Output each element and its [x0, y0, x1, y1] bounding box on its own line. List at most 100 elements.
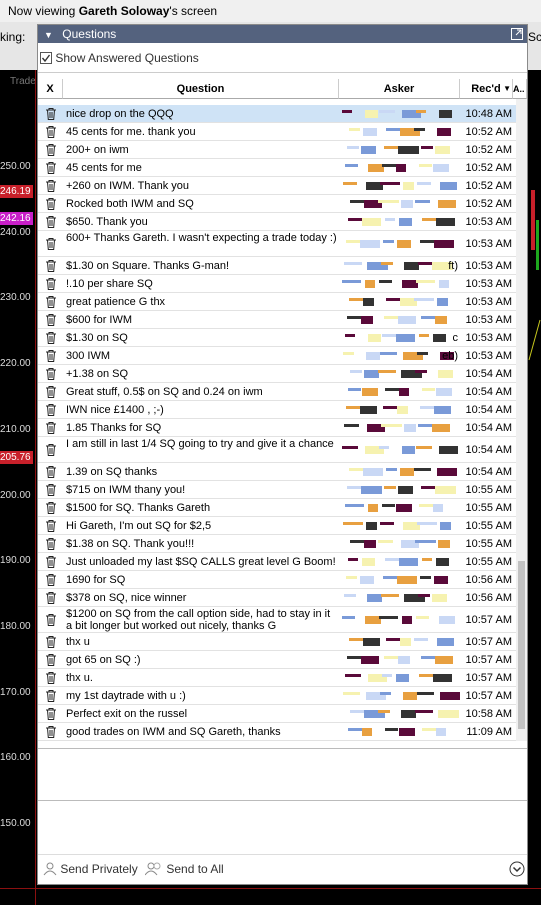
question-row[interactable]: 300 IWM eb) 10:53 AM	[38, 347, 516, 365]
trash	[46, 350, 56, 362]
panel-title-bar[interactable]: ▼ Questions	[38, 25, 527, 43]
question-row[interactable]: $1200 on SQ from the call option side, h…	[38, 607, 516, 633]
delete-icon[interactable]	[46, 144, 56, 159]
delete-icon[interactable]	[46, 404, 56, 419]
question-row[interactable]: Perfect exit on the russel 10:58 AM	[38, 705, 516, 723]
delete-icon[interactable]	[46, 614, 56, 629]
column-header[interactable]: Rec'd ▼	[460, 79, 513, 99]
question-row[interactable]: !.10 per share SQ 10:53 AM	[38, 275, 516, 293]
redaction	[378, 200, 399, 203]
question-row[interactable]: Rocked both IWM and SQ 10:52 AM	[38, 195, 516, 213]
checkbox[interactable]	[40, 52, 52, 64]
question-row[interactable]: +1.38 on SQ 10:54 AM	[38, 365, 516, 383]
question-row[interactable]: Just unloaded my last $SQ CALLS great le…	[38, 553, 516, 571]
question-text: $1500 for SQ. Thanks Gareth	[66, 502, 211, 514]
question-row[interactable]: I am still in last 1/4 SQ going to try a…	[38, 437, 516, 463]
delete-icon[interactable]	[46, 350, 56, 365]
delete-icon[interactable]	[46, 592, 56, 607]
redaction	[414, 468, 431, 471]
delete-icon[interactable]	[46, 180, 56, 195]
redaction	[384, 316, 399, 319]
delete-icon[interactable]	[46, 368, 56, 383]
received-time: 10:48 AM	[465, 108, 512, 120]
delete-icon[interactable]	[46, 538, 56, 553]
question-row[interactable]: $715 on IWM thany you! 10:55 AM	[38, 481, 516, 499]
delete-icon[interactable]	[46, 386, 56, 401]
question-row[interactable]: $378 on SQ, nice winner 10:56 AM	[38, 589, 516, 607]
question-row[interactable]: 1690 for SQ 10:56 AM	[38, 571, 516, 589]
question-row[interactable]: Hi Gareth, I'm out SQ for $2,5 10:55 AM	[38, 517, 516, 535]
delete-icon[interactable]	[46, 466, 56, 481]
delete-icon[interactable]	[46, 314, 56, 329]
delete-icon[interactable]	[46, 108, 56, 123]
popout-icon[interactable]	[511, 28, 523, 40]
question-row[interactable]: great patience G thx 10:53 AM	[38, 293, 516, 311]
redaction	[420, 576, 431, 579]
redaction	[438, 710, 459, 718]
delete-icon[interactable]	[46, 216, 56, 231]
question-row[interactable]: good trades on IWM and SQ Gareth, thanks…	[38, 723, 516, 741]
question-row[interactable]: got 65 on SQ :) 10:57 AM	[38, 651, 516, 669]
question-row[interactable]: Great stuff, 0.5$ on SQ and 0.24 on iwm 1…	[38, 383, 516, 401]
delete-icon[interactable]	[46, 654, 56, 669]
question-row[interactable]: 45 cents for me 10:52 AM	[38, 159, 516, 177]
delete-icon[interactable]	[46, 556, 56, 571]
send-to-all[interactable]: Send to All	[144, 862, 224, 876]
delete-icon[interactable]	[46, 162, 56, 177]
delete-icon[interactable]	[46, 636, 56, 651]
delete-icon[interactable]	[46, 238, 56, 253]
question-row[interactable]: thx u. 10:57 AM	[38, 669, 516, 687]
question-row[interactable]: $1.38 on SQ. Thank you!!! 10:55 AM	[38, 535, 516, 553]
question-row[interactable]: $1.30 on SQ c 10:53 AM	[38, 329, 516, 347]
delete-icon[interactable]	[46, 672, 56, 687]
options-button[interactable]	[509, 861, 525, 877]
show-answered[interactable]: Show Answered Questions	[40, 51, 199, 65]
question-row[interactable]: 200+ on iwm 10:52 AM	[38, 141, 516, 159]
scroll-thumb[interactable]	[518, 561, 525, 729]
send-privately[interactable]: Send Privately	[43, 862, 138, 876]
delete-icon[interactable]	[46, 278, 56, 293]
redaction	[417, 352, 428, 355]
delete-icon[interactable]	[46, 708, 56, 723]
column-header[interactable]: Asker	[339, 79, 460, 99]
question-row[interactable]: 1.39 on SQ thanks 10:54 AM	[38, 463, 516, 481]
delete-icon[interactable]	[46, 198, 56, 213]
redaction	[386, 638, 406, 641]
delete-icon[interactable]	[46, 574, 56, 589]
question-row[interactable]: 45 cents for me. thank you 10:52 AM	[38, 123, 516, 141]
question-row[interactable]: my 1st daytrade with u :) 10:57 AM	[38, 687, 516, 705]
redaction	[344, 262, 362, 265]
redaction	[385, 218, 395, 221]
delete-icon[interactable]	[46, 444, 56, 459]
delete-icon[interactable]	[46, 502, 56, 517]
question-row[interactable]: IWN nice £1400 , ;-) 10:54 AM	[38, 401, 516, 419]
question-row[interactable]: thx u 10:57 AM	[38, 633, 516, 651]
redaction	[398, 656, 410, 664]
delete-icon[interactable]	[46, 332, 56, 347]
redaction	[433, 164, 449, 172]
scrollbar[interactable]	[516, 99, 527, 741]
question-row[interactable]: $1.30 on Square. Thanks G-man! ft) 10:53 A…	[38, 257, 516, 275]
question-row[interactable]: +260 on IWM. Thank you 10:52 AM	[38, 177, 516, 195]
delete-icon[interactable]	[46, 484, 56, 499]
question-row[interactable]: $1500 for SQ. Thanks Gareth 10:55 AM	[38, 499, 516, 517]
divider	[38, 800, 527, 801]
price-label: 205.76	[0, 450, 33, 464]
question-row[interactable]: 1.85 Thanks for SQ 10:54 AM	[38, 419, 516, 437]
redaction	[419, 504, 438, 507]
column-header[interactable]: A..	[513, 79, 527, 99]
delete-icon[interactable]	[46, 520, 56, 535]
delete-icon[interactable]	[46, 126, 56, 141]
delete-icon[interactable]	[46, 260, 56, 275]
question-row[interactable]: 600+ Thanks Gareth. I wasn't expecting a…	[38, 231, 516, 257]
question-row[interactable]: nice drop on the QQQ 10:48 AM	[38, 105, 516, 123]
delete-icon[interactable]	[46, 690, 56, 705]
redaction	[365, 446, 384, 454]
delete-icon[interactable]	[46, 422, 56, 437]
question-row[interactable]: $600 for IWM 10:53 AM	[38, 311, 516, 329]
redaction	[379, 110, 395, 113]
column-header[interactable]: Question	[63, 79, 339, 99]
question-row[interactable]: $650. Thank you 10:53 AM	[38, 213, 516, 231]
delete-icon[interactable]	[46, 726, 56, 741]
delete-icon[interactable]	[46, 296, 56, 311]
